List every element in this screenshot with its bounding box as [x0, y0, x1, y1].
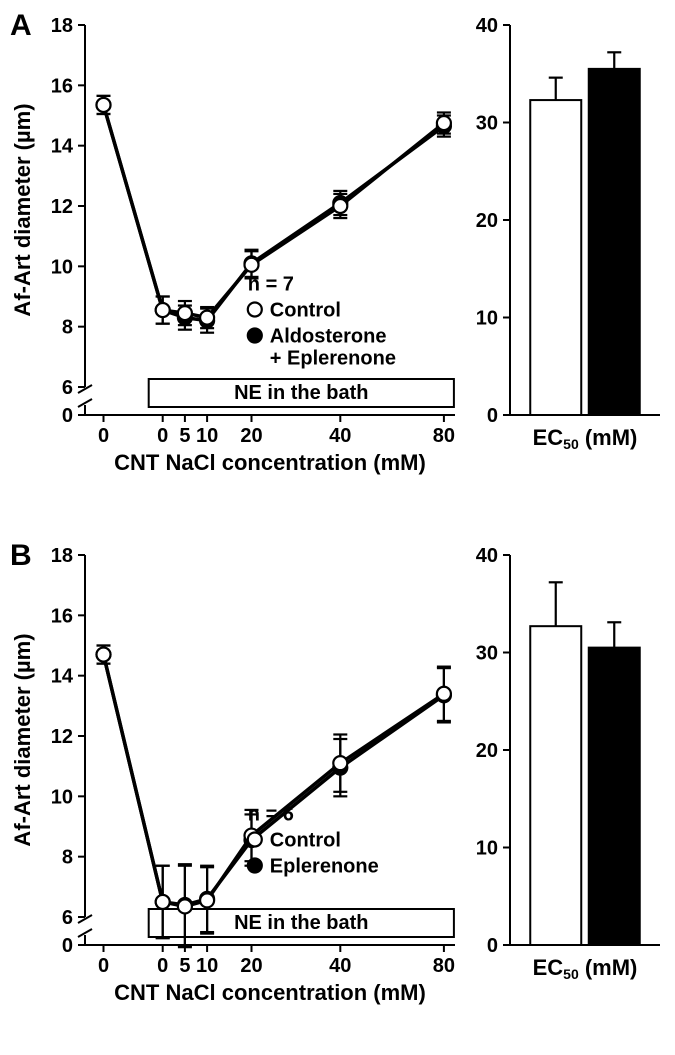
line-plot: 0681012141618Af-Art diameter (µm)0051020… [10, 545, 455, 1005]
data-point [97, 648, 111, 662]
panelB: B0681012141618Af-Art diameter (µm)005102… [10, 539, 660, 1005]
x-tick-label: 0 [98, 955, 109, 977]
data-point [156, 895, 170, 909]
x-tick-label: 0 [157, 955, 168, 977]
legend-n: n = 7 [248, 273, 294, 295]
x-tick-label: 40 [329, 955, 351, 977]
bar-y-tick: 30 [476, 643, 498, 665]
data-point [437, 687, 451, 701]
bar-plot: 0 10 20 30 40 EC50 (mM) [476, 545, 660, 982]
data-point [200, 311, 214, 325]
x-tick-label: 5 [179, 425, 190, 447]
data-point [437, 116, 451, 130]
x-tick-label: 0 [157, 425, 168, 447]
legend-label: + Eplerenone [270, 347, 396, 369]
y-tick-label: 12 [51, 726, 73, 748]
data-point [97, 98, 111, 112]
y-tick-label: 16 [51, 75, 73, 97]
y-tick-label: 14 [51, 666, 74, 688]
x-tick-label: 10 [196, 425, 218, 447]
panel-letter: A [10, 9, 32, 42]
y-tick-label: 14 [51, 136, 74, 158]
bar-y-tick: 40 [476, 15, 498, 37]
panelA: A0681012141618Af-Art diameter (µm)005102… [10, 9, 660, 475]
bar-plot: 0 10 20 30 40 EC50 (mM) [476, 15, 660, 452]
bar-y-tick: 0 [487, 405, 498, 427]
x-tick-label: 0 [98, 425, 109, 447]
data-point [156, 303, 170, 317]
x-tick-label: 80 [433, 955, 455, 977]
bar [589, 69, 640, 415]
legend-marker [248, 858, 262, 872]
bar-x-label: EC50 (mM) [533, 955, 638, 982]
bar [530, 100, 581, 415]
data-point [333, 756, 347, 770]
y-tick-label: 12 [51, 196, 73, 218]
x-tick-label: 40 [329, 425, 351, 447]
bar [589, 648, 640, 945]
y-tick-label: 8 [62, 847, 73, 869]
legend-marker [248, 328, 262, 342]
bar-y-tick: 0 [487, 935, 498, 957]
ne-box-label: NE in the bath [234, 912, 368, 934]
panel-letter: B [10, 539, 32, 572]
data-point [245, 258, 259, 272]
data-point [200, 893, 214, 907]
y-tick-label: 6 [62, 377, 73, 399]
bar-y-tick: 20 [476, 740, 498, 762]
line-plot: 0681012141618Af-Art diameter (µm)0051020… [10, 15, 455, 475]
bar-y-tick: 10 [476, 838, 498, 860]
legend-label: Aldosterone [270, 325, 387, 347]
data-point [178, 306, 192, 320]
x-tick-label: 20 [240, 425, 262, 447]
bar-y-tick: 10 [476, 308, 498, 330]
y-tick-label: 0 [62, 405, 73, 427]
y-tick-label: 18 [51, 15, 73, 37]
x-tick-label: 5 [179, 955, 190, 977]
legend-label: Eplerenone [270, 855, 379, 877]
y-tick-label: 10 [51, 786, 73, 808]
legend-marker [248, 832, 262, 846]
y-tick-label: 18 [51, 545, 73, 567]
bar-y-tick: 20 [476, 210, 498, 232]
bar [530, 626, 581, 945]
legend-n: n = 6 [248, 803, 294, 825]
ne-box-label: NE in the bath [234, 382, 368, 404]
bar-y-tick: 30 [476, 113, 498, 135]
y-tick-label: 6 [62, 907, 73, 929]
y-axis-label: Af-Art diameter (µm) [10, 633, 35, 846]
y-tick-label: 16 [51, 605, 73, 627]
legend-label: Control [270, 829, 341, 851]
x-tick-label: 10 [196, 955, 218, 977]
bar-x-label: EC50 (mM) [533, 425, 638, 452]
x-tick-label: 80 [433, 425, 455, 447]
bar-y-tick: 40 [476, 545, 498, 567]
x-axis-label: CNT NaCl concentration (mM) [114, 980, 426, 1005]
data-point [333, 199, 347, 213]
data-point [178, 899, 192, 913]
y-tick-label: 10 [51, 256, 73, 278]
figure: A0681012141618Af-Art diameter (µm)005102… [0, 0, 675, 1055]
legend-marker [248, 302, 262, 316]
y-axis-label: Af-Art diameter (µm) [10, 103, 35, 316]
x-tick-label: 20 [240, 955, 262, 977]
y-tick-label: 8 [62, 317, 73, 339]
x-axis-label: CNT NaCl concentration (mM) [114, 450, 426, 475]
y-tick-label: 0 [62, 935, 73, 957]
legend-label: Control [270, 299, 341, 321]
